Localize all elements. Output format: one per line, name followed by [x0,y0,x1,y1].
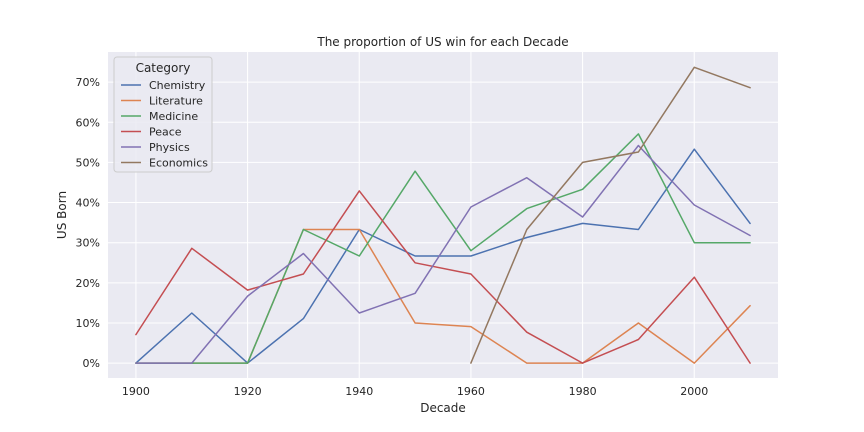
y-tick-label: 60% [76,116,100,129]
y-axis-label: US Born [55,191,69,239]
y-tick-labels: 0% 10% 20% 30% 40% 50% 60% 70% [76,76,100,370]
legend-items: Chemistry Literature Medicine Peace Physics E… [121,79,208,170]
series-line-physics [135,144,751,364]
chart-title: The proportion of US win for each Decade [316,35,568,49]
y-tick-label: 50% [76,156,100,169]
y-tick-label: 20% [76,277,100,290]
series-layer [135,66,751,364]
series-line-economics [470,66,751,364]
x-axis-label: Decade [420,401,466,415]
legend-label-medicine: Medicine [149,110,198,123]
x-tick-label: 1900 [122,385,150,398]
legend-title: Category [136,61,191,75]
legend-label-economics: Economics [149,157,208,170]
grid-lines [108,52,778,378]
x-tick-label: 2000 [680,385,708,398]
legend-label-peace: Peace [149,126,182,139]
y-tick-label: 10% [76,317,100,330]
legend-label-physics: Physics [149,141,190,154]
x-tick-label: 1920 [234,385,262,398]
legend-label-literature: Literature [149,95,203,108]
series-line-medicine [135,133,751,364]
y-tick-label: 30% [76,237,100,250]
legend-label-chemistry: Chemistry [149,79,206,92]
series-line-peace [135,190,751,364]
x-tick-label: 1980 [569,385,597,398]
y-tick-label: 40% [76,197,100,210]
legend: Category Chemistry Literature Medicine Peac… [113,56,213,173]
x-tick-label: 1960 [457,385,485,398]
y-tick-label: 70% [76,76,100,89]
x-tick-labels: 1900 1920 1940 1960 1980 2000 [122,385,708,398]
plot-background [108,52,778,378]
y-tick-label: 0% [83,357,100,370]
x-tick-label: 1940 [345,385,373,398]
series-line-chemistry [135,148,751,364]
